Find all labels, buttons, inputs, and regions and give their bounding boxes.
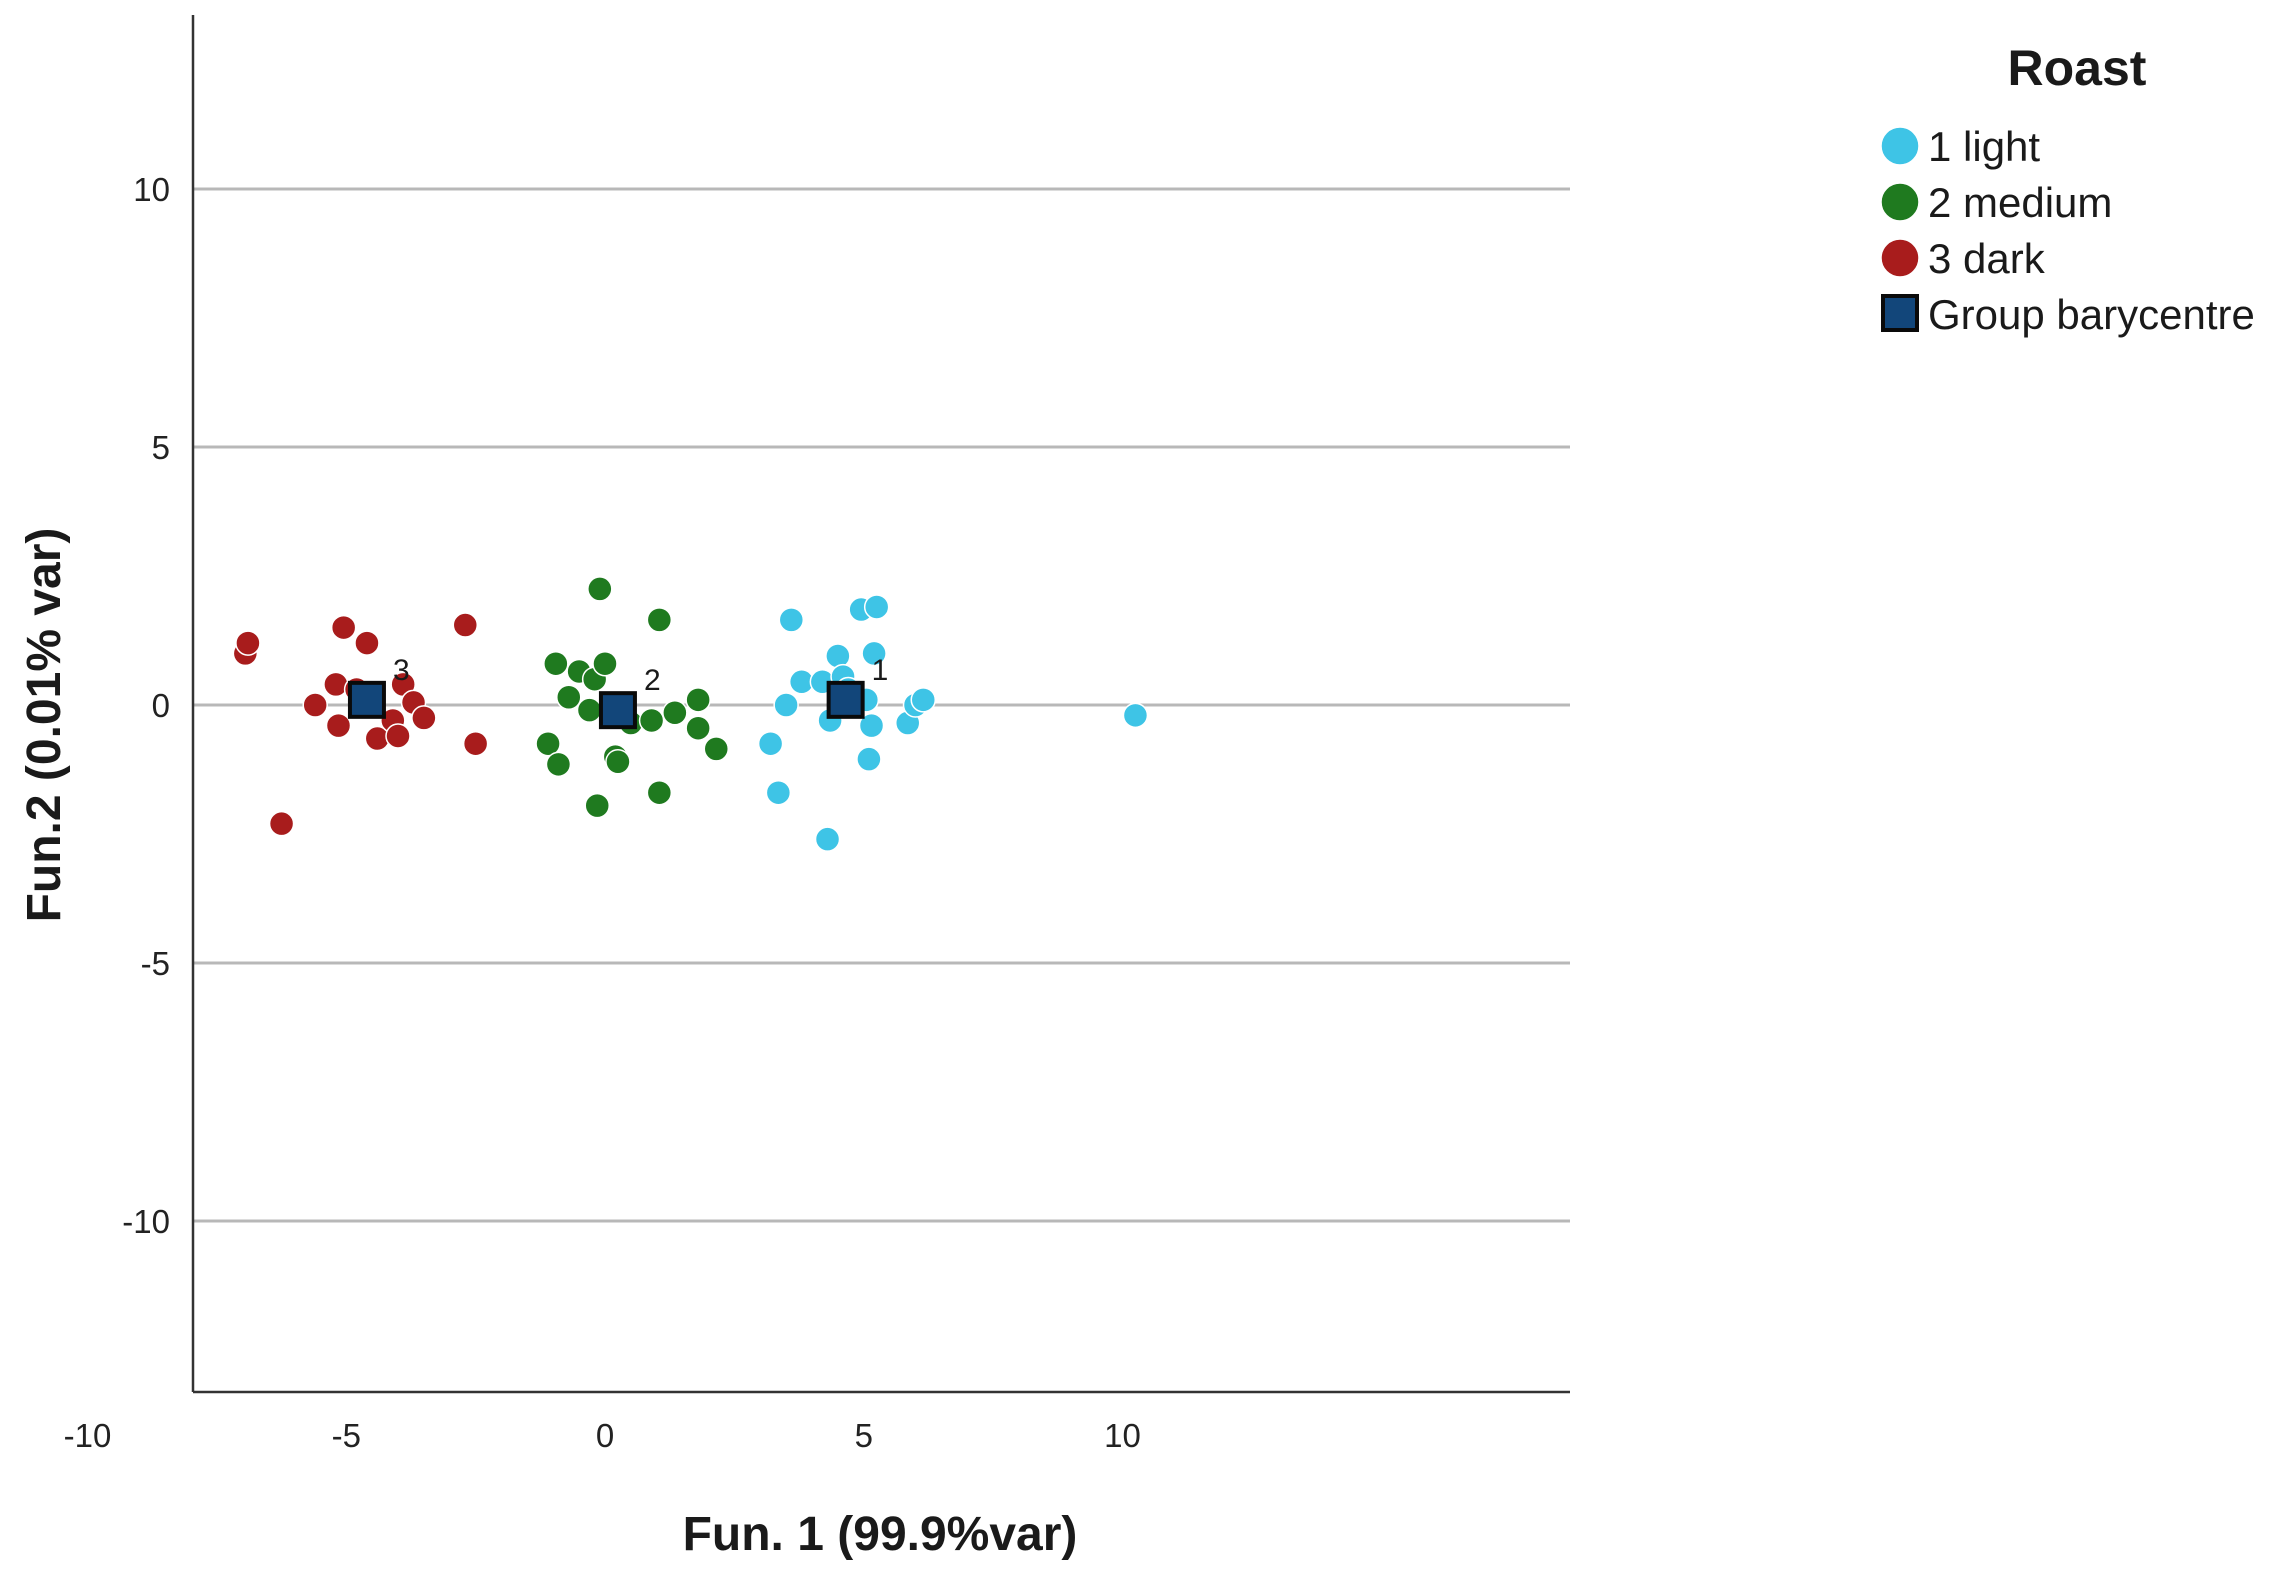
legend: Roast 1 light 2 medium 3 dark Group barycen… (1880, 40, 2255, 338)
group-barycentres: 1 2 3 (347, 654, 889, 730)
data-point (576, 697, 603, 723)
data-point (330, 614, 357, 641)
legend-marker (1880, 182, 1920, 222)
legend-label: Group barycentre (1928, 291, 2255, 338)
y-tick-labels: -10 -5 0 5 10 (122, 171, 170, 1240)
data-point (861, 640, 887, 667)
data-point (765, 779, 792, 806)
barycentre-label: 2 (644, 664, 661, 697)
data-point (757, 730, 784, 757)
data-points (232, 576, 1149, 852)
data-point (545, 751, 572, 778)
x-axis-title: Fun. 1 (99.9%var) (683, 1508, 1078, 1561)
axes (191, 15, 1570, 1394)
data-point (685, 715, 711, 741)
y-tick-label: 5 (152, 429, 170, 466)
legend-items: 1 light 2 medium 3 dark Group barycentre (1880, 123, 2255, 338)
data-point (354, 630, 380, 656)
data-point (773, 692, 799, 718)
x-tick-label: -5 (332, 1417, 361, 1454)
series-3 (232, 612, 489, 837)
data-point (863, 594, 890, 620)
y-tick-label: -10 (122, 1203, 170, 1240)
barycentre-marker (598, 691, 637, 730)
data-point (646, 779, 673, 806)
data-point (462, 730, 489, 757)
data-point (685, 687, 711, 713)
x-tick-label: -10 (64, 1417, 112, 1454)
legend-label: 3 dark (1928, 235, 2046, 282)
data-point (856, 746, 882, 772)
data-point (235, 630, 261, 656)
x-tick-label: 10 (1104, 1417, 1141, 1454)
data-point (302, 692, 328, 718)
barycentre-marker (826, 680, 865, 719)
data-point (814, 826, 841, 852)
legend-label: 2 medium (1928, 179, 2112, 226)
data-point (605, 749, 631, 775)
y-tick-label: -5 (141, 945, 170, 982)
data-point (411, 705, 437, 731)
data-point (1122, 702, 1149, 729)
legend-label: 1 light (1928, 123, 2040, 170)
data-point (646, 607, 673, 633)
legend-marker (1880, 238, 1920, 278)
gridlines (193, 187, 1570, 1223)
data-point (556, 684, 582, 711)
data-point (703, 736, 730, 762)
x-tick-label: 5 (855, 1417, 873, 1454)
series-1 (757, 594, 1149, 852)
data-point (638, 707, 665, 734)
data-point (858, 712, 885, 739)
data-point (385, 723, 411, 749)
x-tick-label: 0 (596, 1417, 614, 1454)
y-tick-label: 10 (133, 171, 170, 208)
legend-marker (1881, 294, 1919, 332)
barycentre-label: 1 (872, 654, 889, 687)
y-axis-title: Fun.2 (0.01% var) (18, 528, 71, 923)
data-point (268, 810, 295, 837)
x-tick-labels: -10 -5 0 5 10 (64, 1417, 1141, 1454)
data-point (910, 687, 937, 713)
legend-marker (1880, 126, 1920, 166)
data-point (535, 730, 561, 757)
data-point (592, 650, 618, 677)
barycentre-marker (347, 680, 386, 719)
y-tick-label: 0 (152, 687, 170, 724)
barycentre-label: 3 (393, 654, 410, 687)
data-point (452, 612, 479, 638)
legend-title: Roast (2008, 40, 2147, 96)
data-point (587, 576, 613, 602)
data-point (543, 650, 569, 677)
data-point (778, 607, 805, 633)
data-point (325, 712, 352, 739)
series-2 (535, 576, 730, 819)
data-point (584, 792, 610, 819)
data-point (662, 699, 688, 726)
